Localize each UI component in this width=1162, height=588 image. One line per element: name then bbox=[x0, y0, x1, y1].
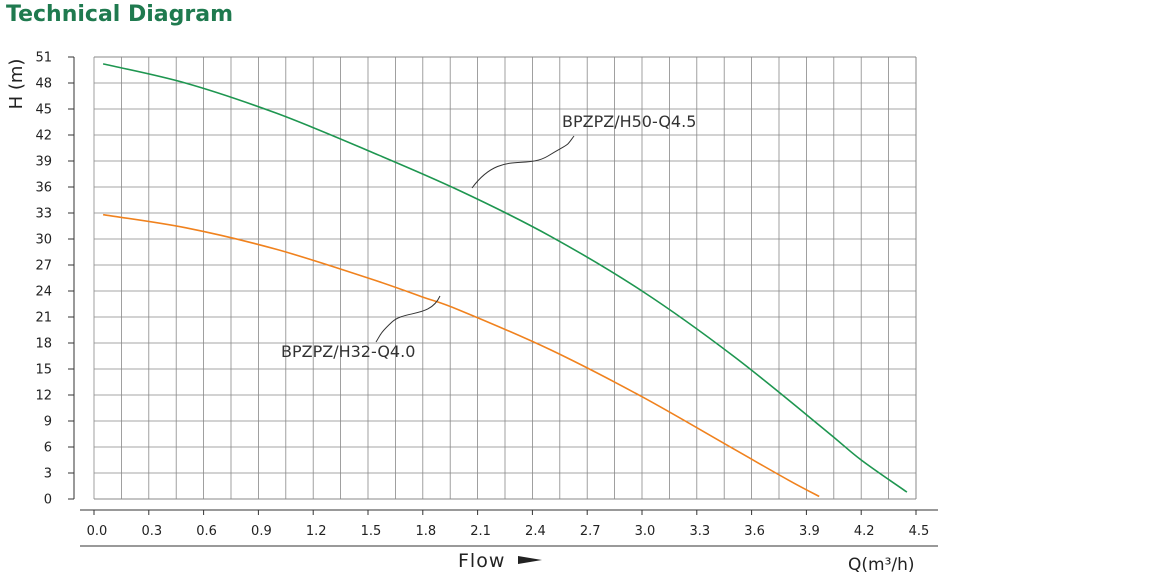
series-label-2-leader bbox=[375, 295, 441, 343]
x-tick-label: 0.6 bbox=[196, 524, 217, 539]
x-tick-label: 3.6 bbox=[744, 524, 765, 539]
series-line-1 bbox=[102, 63, 908, 493]
y-axis-label: H (m) bbox=[6, 59, 27, 110]
x-tick-labels: 0.0 0.3 0.6 0.9 1.2 1.5 1.8 2.1 2.4 2.7 3.0 3.3 3.6 3… bbox=[87, 524, 930, 539]
chart-series bbox=[102, 63, 908, 498]
x-tick-label: 0.0 bbox=[87, 524, 108, 539]
y-tick-label: 36 bbox=[35, 181, 52, 196]
y-tick-label: 24 bbox=[35, 285, 52, 300]
series-label-1: BPZPZ/H50-Q4.5 bbox=[562, 112, 696, 131]
x-axis-label: Flow bbox=[458, 550, 505, 572]
x-tick-label: 0.9 bbox=[251, 524, 272, 539]
x-tick-label: 2.4 bbox=[525, 524, 546, 539]
chart-axes bbox=[68, 56, 938, 547]
flow-arrow-icon bbox=[518, 556, 542, 564]
x-tick-label: 3.0 bbox=[635, 524, 656, 539]
y-tick-label: 21 bbox=[35, 311, 52, 326]
x-tick-label: 4.2 bbox=[854, 524, 875, 539]
series-line-2 bbox=[102, 213, 820, 498]
y-tick-label: 48 bbox=[35, 77, 52, 92]
y-tick-label: 15 bbox=[35, 363, 52, 378]
series-label-2: BPZPZ/H32-Q4.0 bbox=[281, 342, 415, 361]
x-tick-label: 3.9 bbox=[799, 524, 820, 539]
y-tick-label: 9 bbox=[44, 415, 52, 430]
y-tick-label: 18 bbox=[35, 337, 52, 352]
series-annotations: BPZPZ/H50-Q4.5 BPZPZ/H32-Q4.0 bbox=[281, 112, 696, 361]
x-tick-label: 1.5 bbox=[361, 524, 382, 539]
x-tick-label: 4.5 bbox=[909, 524, 930, 539]
x-tick-label: 2.7 bbox=[580, 524, 601, 539]
y-tick-label: 30 bbox=[35, 233, 52, 248]
y-tick-label: 42 bbox=[35, 129, 52, 144]
y-tick-label: 33 bbox=[35, 207, 52, 222]
y-tick-label: 27 bbox=[35, 259, 52, 274]
x-tick-label: 1.2 bbox=[306, 524, 327, 539]
x-tick-label: 1.8 bbox=[415, 524, 436, 539]
y-tick-label: 45 bbox=[35, 103, 52, 118]
series-label-1-leader bbox=[471, 135, 575, 189]
y-tick-label: 3 bbox=[44, 467, 52, 482]
x-axis-unit: Q(m³/h) bbox=[848, 555, 915, 575]
x-axis-label-text: Flow bbox=[458, 550, 505, 572]
x-tick-label: 3.3 bbox=[689, 524, 710, 539]
y-tick-label: 0 bbox=[44, 493, 52, 508]
y-tick-label: 39 bbox=[35, 155, 52, 170]
chart-grid bbox=[93, 56, 917, 500]
y-tick-label: 6 bbox=[44, 441, 52, 456]
x-tick-label: 0.3 bbox=[141, 524, 162, 539]
x-tick-label: 2.1 bbox=[470, 524, 491, 539]
page-title: Technical Diagram bbox=[6, 2, 234, 27]
y-tick-label: 12 bbox=[35, 389, 52, 404]
y-tick-label: 51 bbox=[35, 51, 52, 66]
